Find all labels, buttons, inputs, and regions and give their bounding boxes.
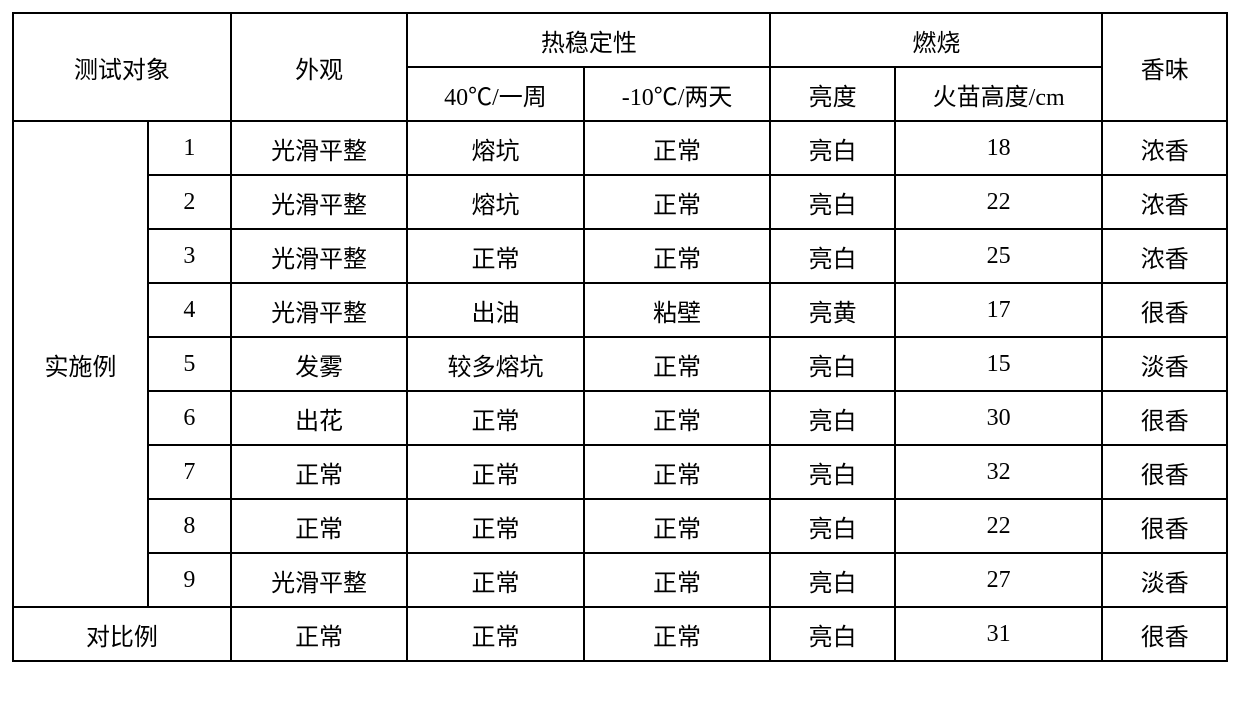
cell-heat40: 较多熔坑 [407,337,583,391]
table-row: 实施例 1 光滑平整 熔坑 正常 亮白 18 浓香 [13,121,1227,175]
cell-heat40: 正常 [407,499,583,553]
compare-label: 对比例 [13,607,231,661]
cell-brightness: 亮白 [770,337,895,391]
cell-heatneg10: 正常 [584,553,771,607]
cell-heatneg10: 正常 [584,229,771,283]
cell-appearance: 正常 [231,607,407,661]
cell-appearance: 发雾 [231,337,407,391]
cell-smell: 淡香 [1102,337,1227,391]
cell-flame: 15 [895,337,1103,391]
cell-flame: 18 [895,121,1103,175]
cell-appearance: 出花 [231,391,407,445]
cell-flame: 22 [895,499,1103,553]
cell-heat40: 熔坑 [407,121,583,175]
cell-heat40: 熔坑 [407,175,583,229]
cell-brightness: 亮白 [770,445,895,499]
cell-num: 6 [148,391,231,445]
cell-heatneg10: 正常 [584,175,771,229]
cell-appearance: 光滑平整 [231,283,407,337]
cell-brightness: 亮白 [770,391,895,445]
table-row: 2 光滑平整 熔坑 正常 亮白 22 浓香 [13,175,1227,229]
cell-num: 8 [148,499,231,553]
cell-num: 4 [148,283,231,337]
cell-brightness: 亮白 [770,175,895,229]
cell-num: 2 [148,175,231,229]
table-row: 9 光滑平整 正常 正常 亮白 27 淡香 [13,553,1227,607]
cell-smell: 很香 [1102,283,1227,337]
cell-brightness: 亮白 [770,553,895,607]
cell-heatneg10: 正常 [584,337,771,391]
header-fragrance: 香味 [1102,13,1227,121]
table-row: 7 正常 正常 正常 亮白 32 很香 [13,445,1227,499]
cell-smell: 淡香 [1102,553,1227,607]
header-row-1: 测试对象 外观 热稳定性 燃烧 香味 [13,13,1227,67]
header-thermal-stability: 热稳定性 [407,13,770,67]
results-table: 测试对象 外观 热稳定性 燃烧 香味 40℃/一周 -10℃/两天 亮度 火苗高… [12,12,1228,662]
cell-smell: 很香 [1102,391,1227,445]
table-row: 8 正常 正常 正常 亮白 22 很香 [13,499,1227,553]
cell-flame: 32 [895,445,1103,499]
cell-flame: 22 [895,175,1103,229]
header-heat-40: 40℃/一周 [407,67,583,121]
cell-heatneg10: 正常 [584,499,771,553]
cell-heatneg10: 粘壁 [584,283,771,337]
header-appearance: 外观 [231,13,407,121]
cell-brightness: 亮白 [770,121,895,175]
cell-heatneg10: 正常 [584,445,771,499]
header-test-object: 测试对象 [13,13,231,121]
cell-appearance: 正常 [231,499,407,553]
cell-brightness: 亮白 [770,229,895,283]
cell-flame: 31 [895,607,1103,661]
cell-heatneg10: 正常 [584,607,771,661]
cell-appearance: 正常 [231,445,407,499]
cell-num: 7 [148,445,231,499]
row-group-label: 实施例 [13,121,148,607]
table-row: 3 光滑平整 正常 正常 亮白 25 浓香 [13,229,1227,283]
cell-heat40: 正常 [407,607,583,661]
cell-num: 5 [148,337,231,391]
cell-heat40: 正常 [407,391,583,445]
cell-heat40: 正常 [407,553,583,607]
cell-num: 9 [148,553,231,607]
cell-smell: 浓香 [1102,175,1227,229]
cell-smell: 很香 [1102,445,1227,499]
cell-brightness: 亮黄 [770,283,895,337]
cell-smell: 浓香 [1102,121,1227,175]
table-row: 5 发雾 较多熔坑 正常 亮白 15 淡香 [13,337,1227,391]
cell-appearance: 光滑平整 [231,175,407,229]
cell-smell: 很香 [1102,607,1227,661]
cell-appearance: 光滑平整 [231,553,407,607]
cell-heatneg10: 正常 [584,391,771,445]
table-row: 4 光滑平整 出油 粘壁 亮黄 17 很香 [13,283,1227,337]
cell-smell: 很香 [1102,499,1227,553]
header-heat-neg10: -10℃/两天 [584,67,771,121]
cell-appearance: 光滑平整 [231,121,407,175]
cell-brightness: 亮白 [770,499,895,553]
cell-appearance: 光滑平整 [231,229,407,283]
header-combustion: 燃烧 [770,13,1102,67]
cell-flame: 30 [895,391,1103,445]
cell-heatneg10: 正常 [584,121,771,175]
cell-num: 1 [148,121,231,175]
cell-flame: 25 [895,229,1103,283]
cell-smell: 浓香 [1102,229,1227,283]
cell-heat40: 正常 [407,229,583,283]
cell-heat40: 正常 [407,445,583,499]
cell-flame: 17 [895,283,1103,337]
header-flame-height: 火苗高度/cm [895,67,1103,121]
compare-row: 对比例 正常 正常 正常 亮白 31 很香 [13,607,1227,661]
header-brightness: 亮度 [770,67,895,121]
cell-flame: 27 [895,553,1103,607]
cell-brightness: 亮白 [770,607,895,661]
cell-num: 3 [148,229,231,283]
table-row: 6 出花 正常 正常 亮白 30 很香 [13,391,1227,445]
cell-heat40: 出油 [407,283,583,337]
